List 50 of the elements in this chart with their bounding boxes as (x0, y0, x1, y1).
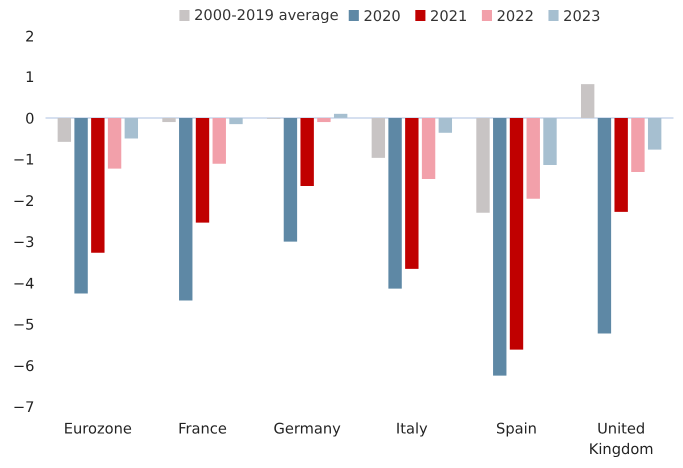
bar (284, 118, 298, 242)
x-tick-label: Spain (496, 420, 537, 438)
bar (108, 118, 122, 169)
y-tick-label: −3 (12, 234, 35, 252)
y-tick-label: −6 (12, 358, 35, 375)
bar (58, 118, 72, 142)
bar (212, 118, 226, 164)
bar (526, 118, 540, 199)
bar (124, 118, 138, 139)
bar (300, 118, 314, 186)
x-tick-label: France (178, 420, 227, 438)
bar (317, 118, 331, 122)
legend-label: 2023 (563, 8, 600, 25)
bar (648, 118, 662, 150)
bar (179, 118, 192, 301)
y-tick-label: −4 (12, 275, 35, 292)
bar (631, 118, 645, 172)
bar (388, 118, 402, 289)
bar (598, 118, 612, 334)
y-tick-label: 2 (25, 28, 35, 46)
legend-label: 2020 (363, 8, 401, 25)
legend-label: 2000-2019 average (194, 7, 339, 24)
bar (229, 118, 243, 124)
x-tick-label: Italy (396, 420, 428, 438)
y-tick-label: −1 (12, 152, 35, 169)
bar (196, 118, 210, 223)
bar (74, 118, 88, 294)
bar (580, 84, 594, 118)
y-tick-label: −2 (12, 192, 35, 210)
bar (493, 118, 506, 376)
bar (476, 118, 490, 213)
y-tick-label: −5 (12, 316, 35, 334)
bar (91, 118, 105, 253)
bar (372, 118, 386, 158)
legend-label: 2022 (496, 8, 534, 25)
x-tick-label: Germany (273, 420, 342, 438)
bar (422, 118, 436, 179)
bar (334, 114, 348, 118)
y-tick-label: 1 (25, 69, 35, 86)
y-tick-label: −7 (12, 399, 35, 416)
bar (405, 118, 419, 269)
bar (614, 118, 628, 212)
x-tick-label: Eurozone (64, 420, 132, 438)
y-tick-label: 0 (25, 110, 35, 128)
bar (510, 118, 524, 350)
legend-label: 2021 (430, 8, 468, 25)
bar (543, 118, 557, 165)
bar (162, 118, 176, 122)
bar (438, 118, 452, 133)
x-tick-label: United Kingdom (588, 420, 654, 458)
